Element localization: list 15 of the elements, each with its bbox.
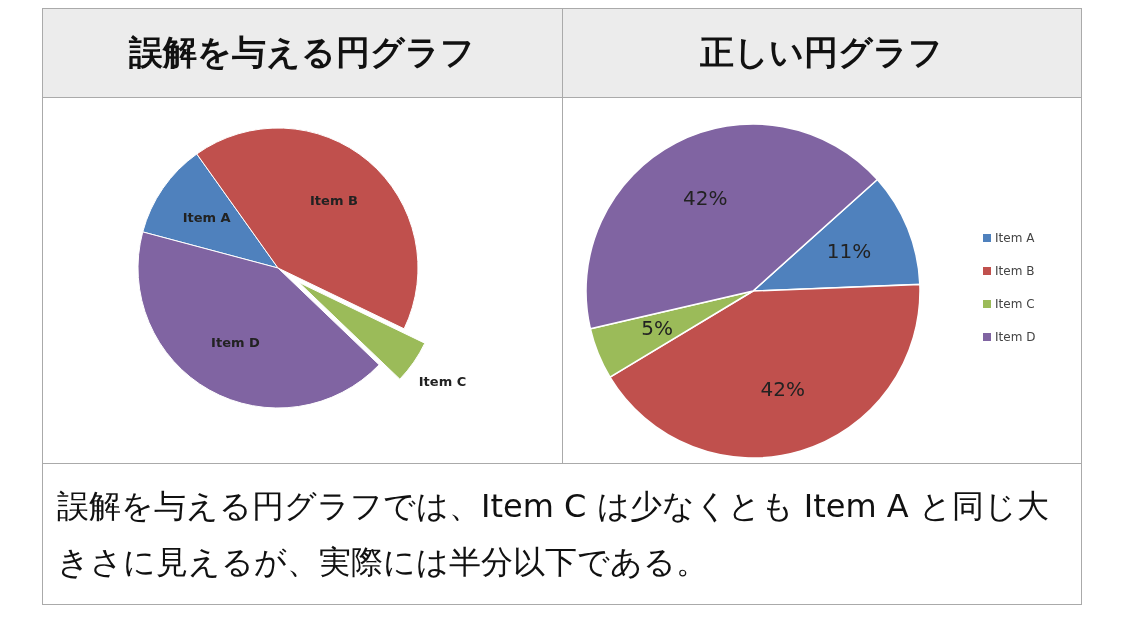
slice-label: Item D bbox=[211, 335, 261, 351]
text: 誤解を与える円グラフでは、Item C は少なくとも Item A と同じ大きさに見えるが、実際には半分以下である。 bbox=[43, 463, 1081, 604]
slice-label: Item C bbox=[418, 373, 467, 389]
chart-title: 正しい円グラフ bbox=[562, 9, 1081, 98]
slice-label: Item B bbox=[310, 193, 358, 209]
legend-label: Item C bbox=[994, 296, 1035, 311]
legend-label: Item A bbox=[994, 230, 1035, 245]
data-label: 5% bbox=[640, 316, 673, 341]
data-label: 42% bbox=[759, 376, 805, 401]
data-label: 11% bbox=[826, 238, 871, 263]
legend-label: Item D bbox=[994, 329, 1035, 344]
slice-label: Item A bbox=[182, 210, 231, 226]
data-label: 42% bbox=[682, 185, 727, 210]
chart-title: 誤解を与える円グラフ bbox=[43, 9, 562, 98]
legend-label: Item B bbox=[994, 263, 1034, 278]
